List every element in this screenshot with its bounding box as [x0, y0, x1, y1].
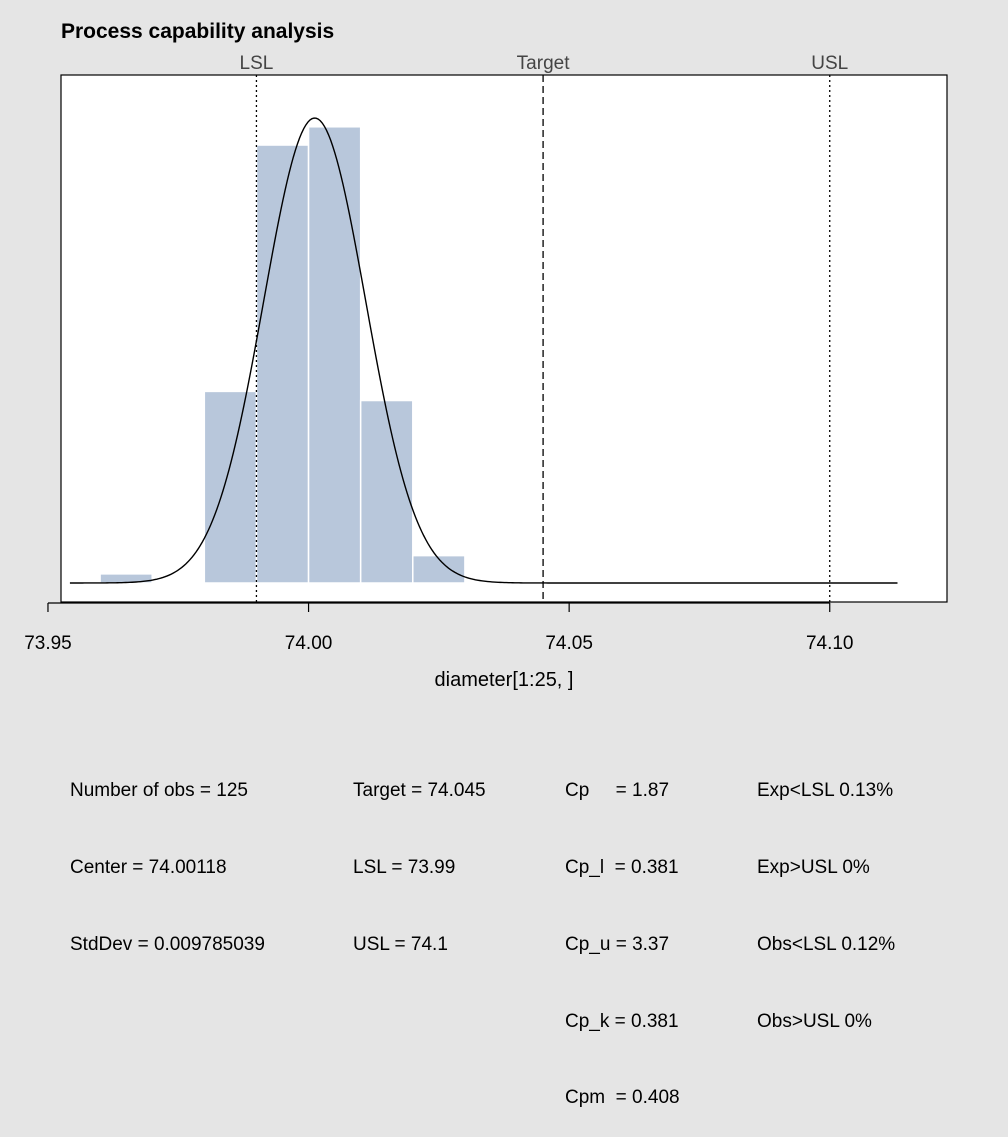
x-tick-label: 73.95 — [24, 633, 72, 654]
spec-label-lsl: LSL — [240, 53, 274, 74]
spec-limit-lines: LSL Target USL — [240, 53, 848, 602]
stats-percentages: Exp<LSL 0.13% Exp>USL 0% Obs<LSL 0.12% O… — [757, 727, 895, 1060]
stat-cp: Cp = 1.87 — [565, 780, 670, 802]
stat-obs-below-lsl: Obs<LSL 0.12% — [757, 933, 896, 955]
x-axis-label: diameter[1:25, ] — [435, 669, 574, 691]
histogram-bars — [99, 126, 466, 584]
histogram-bar — [307, 126, 362, 584]
x-tick-label: 74.00 — [285, 633, 333, 654]
spec-label-target: Target — [517, 53, 571, 74]
stat-cpm: Cpm = 0.408 — [565, 1087, 680, 1109]
stat-target: Target = 74.045 — [353, 780, 486, 802]
stat-number-of-obs: Number of obs = 125 — [70, 780, 248, 802]
stat-exp-above-usl: Exp>USL 0% — [757, 856, 870, 878]
stat-usl: USL = 74.1 — [353, 933, 448, 955]
stat-cp-l: Cp_l = 0.381 — [565, 856, 679, 878]
histogram-bar — [359, 399, 414, 584]
stat-stddev: StdDev = 0.009785039 — [70, 933, 265, 955]
histogram-bar — [255, 144, 310, 584]
stat-lsl: LSL = 73.99 — [353, 856, 456, 878]
stats-observations: Number of obs = 125 Center = 74.00118 St… — [70, 727, 265, 983]
histogram-bar — [203, 390, 258, 584]
histogram-bar — [412, 554, 466, 584]
x-axis: 73.95 74.00 74.05 74.10 — [24, 602, 854, 654]
capability-chart: Process capability analysis LSL Target USL… — [24, 20, 948, 691]
x-tick-label: 74.10 — [806, 633, 854, 654]
stats-spec-limits: Target = 74.045 LSL = 73.99 USL = 74.1 — [353, 727, 486, 983]
stats-capability-indices: Cp = 1.87 Cp_l = 0.381 Cp_u = 3.37 Cp_k … — [565, 727, 680, 1137]
stat-center: Center = 74.00118 — [70, 856, 227, 878]
stat-obs-above-usl: Obs>USL 0% — [757, 1010, 872, 1032]
x-tick-label: 74.05 — [545, 633, 593, 654]
plot-area — [60, 74, 948, 603]
normal-density-curve — [69, 117, 898, 584]
stat-cp-k: Cp_k = 0.381 — [565, 1010, 679, 1032]
chart-title: Process capability analysis — [61, 20, 334, 43]
spec-label-usl: USL — [811, 53, 848, 74]
stat-exp-below-lsl: Exp<LSL 0.13% — [757, 780, 894, 802]
stat-cp-u: Cp_u = 3.37 — [565, 933, 670, 955]
